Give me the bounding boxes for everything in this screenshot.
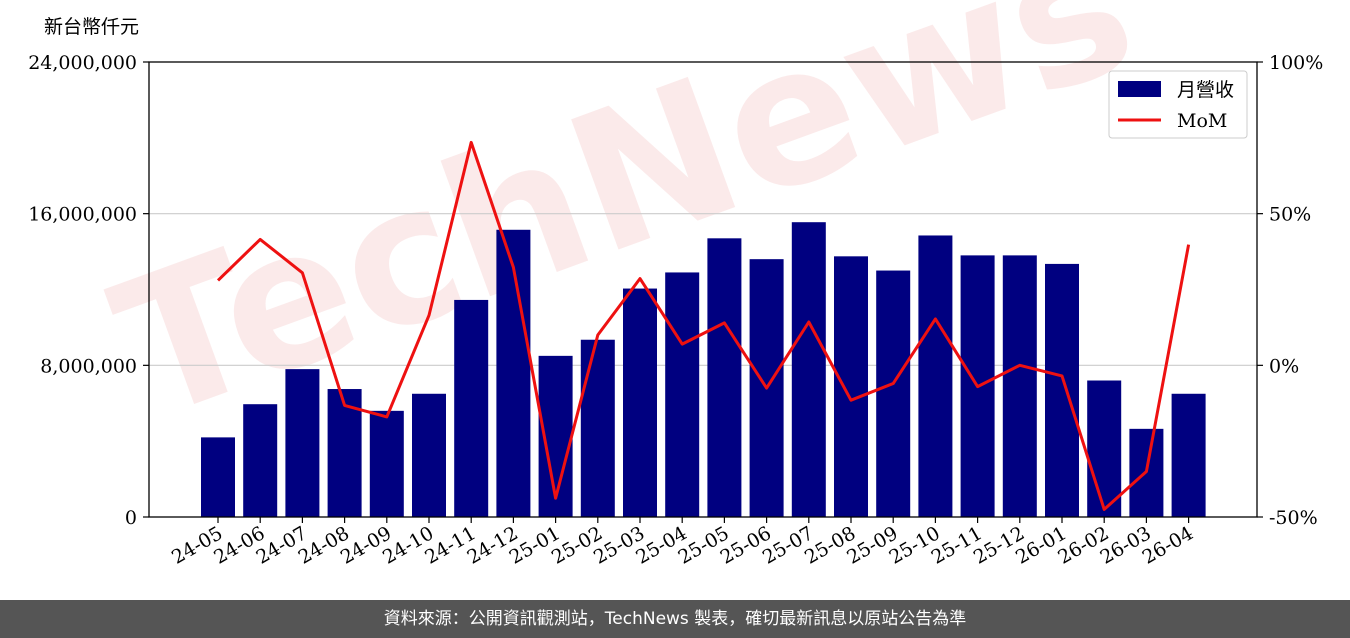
bar-24-05 [201, 437, 235, 517]
revenue-chart: TechNews08,000,00016,000,00024,000,000-5… [28, 0, 1323, 569]
bar-24-08 [327, 389, 362, 517]
bar-25-08 [834, 256, 868, 517]
y-right-tick-label: 100% [1269, 52, 1323, 74]
bar-25-12 [1002, 255, 1037, 517]
legend-bar-swatch [1118, 81, 1161, 97]
bar-24-06 [243, 404, 278, 517]
bar-25-03 [623, 288, 657, 517]
bar-24-11 [454, 299, 489, 517]
bar-25-05 [707, 238, 742, 517]
bar-24-07 [285, 369, 320, 517]
bar-25-09 [876, 270, 911, 517]
bar-25-04 [665, 272, 700, 517]
y-left-tick-label: 0 [125, 507, 137, 529]
y-left-tick-label: 24,000,000 [28, 52, 137, 74]
bar-25-07 [791, 222, 826, 517]
y-right-tick-label: -50% [1269, 507, 1318, 529]
mom-line [216, 140, 1191, 511]
legend-line-label: MoM [1177, 110, 1227, 132]
bar-24-09 [369, 410, 404, 517]
bar-26-01 [1045, 263, 1079, 517]
footer-source-note: 資料來源：公開資訊觀測站，TechNews 製表，確切最新訊息以原站公告為準 [0, 600, 1350, 638]
y-right-tick-label: 50% [1269, 204, 1311, 226]
y-left-tick-label: 8,000,000 [40, 355, 137, 377]
bar-25-10 [918, 235, 953, 517]
bar-24-12 [496, 229, 531, 517]
legend-bar-label: 月營收 [1177, 79, 1234, 101]
bar-24-10 [412, 393, 446, 517]
y-right-tick-label: 0% [1269, 355, 1299, 377]
bar-25-02 [580, 339, 615, 517]
y-left-tick-label: 16,000,000 [28, 204, 137, 226]
plot-frame [148, 61, 1258, 518]
y-axis-unit-label: 新台幣仟元 [44, 16, 140, 38]
bar-26-02 [1087, 380, 1122, 517]
bar-26-04 [1171, 393, 1206, 517]
